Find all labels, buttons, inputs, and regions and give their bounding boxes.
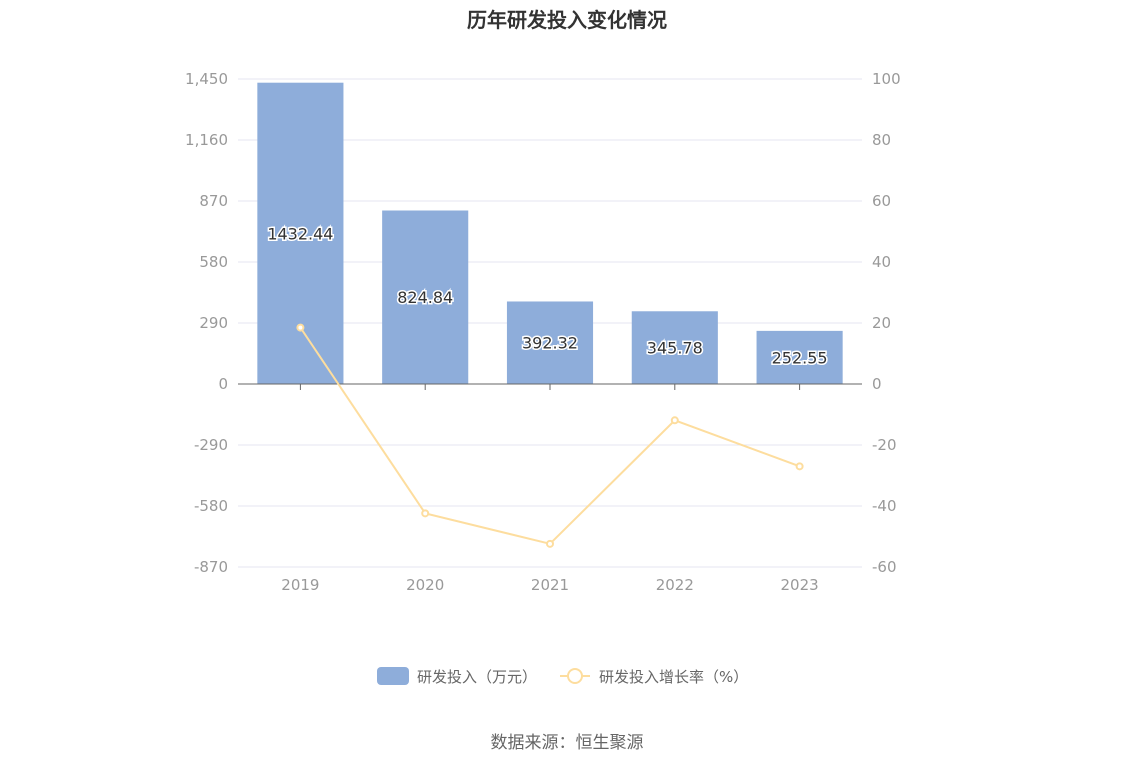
chart-title: 历年研发投入变化情况 [467,8,667,32]
left-tick-label: 0 [218,375,228,393]
left-tick-label: -290 [194,436,228,454]
x-axis [238,383,862,390]
bar-value-label: 824.84 [397,288,453,307]
bar [382,210,469,384]
bar-series [257,82,843,384]
x-tick-label: 2020 [406,576,444,594]
right-tick-label: -60 [872,558,897,576]
bar [257,82,344,384]
left-tick-label: 1,160 [185,131,228,149]
right-tick-label: 100 [872,70,901,88]
left-axis: 1,450 1,160 870 580 290 0 -290 -580 -870 [185,70,228,576]
right-tick-label: 40 [872,253,891,271]
growth-point [296,323,305,332]
chart-area: 1,450 1,160 870 580 290 0 -290 -580 -870 100 80 60… [185,70,901,686]
bar-value-label: 392.32 [522,334,578,353]
legend-line-marker [567,668,583,684]
right-tick-label: 0 [872,375,882,393]
growth-point [546,539,554,548]
bar [631,311,718,384]
left-tick-label: 580 [199,253,228,271]
legend-bar-label: 研发投入（万元） [417,668,537,686]
right-tick-label: 20 [872,314,891,332]
legend[interactable]: 研发投入（万元） 研发投入增长率（%） [377,667,748,686]
bar-value-label: 1432.44 [267,224,333,243]
data-source: 数据来源：恒生聚源 [490,733,644,753]
x-tick-label: 2021 [531,576,569,594]
left-tick-label: -870 [194,558,228,576]
bar-value-labels: 1432.44 824.84 392.32 345.78 252.55 [266,223,829,369]
bar [506,301,594,384]
bar-value-label: 345.78 [647,339,703,358]
right-tick-label: -40 [872,497,897,515]
legend-bar-swatch [377,667,409,685]
right-tick-label: 60 [872,192,891,210]
x-tick-label: 2019 [281,576,319,594]
left-tick-label: 290 [199,314,228,332]
legend-line-label: 研发投入增长率（%） [599,668,748,686]
right-axis: 100 80 60 40 20 0 -20 -40 -60 [872,70,901,576]
left-tick-label: -580 [194,497,228,515]
x-tick-label: 2023 [781,576,819,594]
right-tick-label: 80 [872,131,891,149]
left-tick-label: 1,450 [185,70,228,88]
left-tick-label: 870 [199,192,228,210]
x-axis-labels: 2019 2020 2021 2022 2023 [281,576,818,594]
right-tick-label: -20 [872,436,897,454]
line-series [296,323,804,548]
growth-point [421,509,430,518]
growth-point [795,462,804,471]
bar-value-label: 252.55 [772,348,828,367]
bar [756,330,843,384]
growth-point [670,416,679,425]
x-tick-label: 2022 [656,576,694,594]
